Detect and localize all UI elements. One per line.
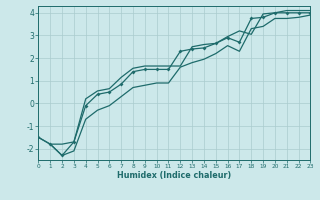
X-axis label: Humidex (Indice chaleur): Humidex (Indice chaleur) xyxy=(117,171,232,180)
